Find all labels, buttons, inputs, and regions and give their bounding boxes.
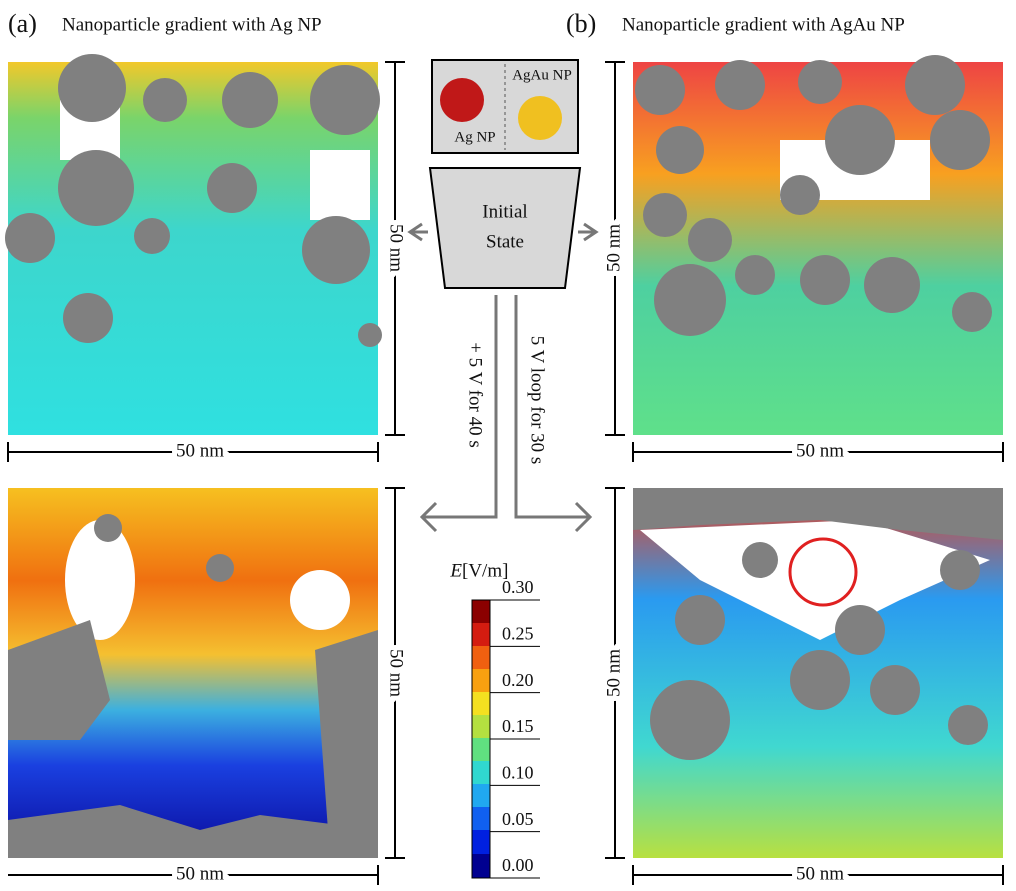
field-map [8,488,378,858]
scale-label: 50 nm [796,863,844,884]
arrows [407,222,599,533]
scale-label: 50 nm [603,224,624,272]
arrow-label: + 5 V for 40 s [465,342,486,448]
colorbar-tick-label: 0.20 [502,670,534,690]
panel-label: (b) [566,9,596,38]
panel-title: Nanoparticle gradient with Ag NP [62,14,322,35]
scale-label: 50 nm [603,649,624,697]
scale-label: 50 nm [176,440,224,461]
colorbar-tick-label: 0.00 [502,855,534,875]
colorbar-unit: [V/m] [462,560,508,581]
field-map [5,54,382,435]
legend-text: AgAu NP [512,67,572,83]
colorbar-tick-label: 0.30 [502,577,534,597]
scale-label: 50 nm [386,649,407,697]
scale-bars [7,61,1004,885]
state-text: Initial [482,201,527,222]
colorbar-symbol: E [449,560,462,581]
colorbar-tick-label: 0.25 [502,623,534,643]
colorbar: E [V/m] [449,560,508,879]
field-map [633,488,1003,858]
state-text: State [486,231,524,252]
colorbar-tick-label: 0.10 [502,762,534,782]
colorbar-tick-label: 0.05 [502,809,534,829]
colorbar-ticks: 0.00 0.05 0.10 0.15 0.20 0.25 0.30 [490,577,540,879]
scale-label: 50 nm [386,224,407,272]
panel-title: Nanoparticle gradient with AgAu NP [622,14,905,35]
field-map [633,55,1003,435]
legend-text: Ag NP [454,129,495,145]
np-legend: Ag NP AgAu NP [431,59,579,154]
scale-label: 50 nm [176,863,224,884]
scale-label: 50 nm [796,440,844,461]
arrow-label: 5 V loop for 30 s [527,336,548,465]
colorbar-tick-label: 0.15 [502,716,534,736]
panel-label: (a) [8,9,37,38]
initial-state: Initial State [428,167,582,289]
